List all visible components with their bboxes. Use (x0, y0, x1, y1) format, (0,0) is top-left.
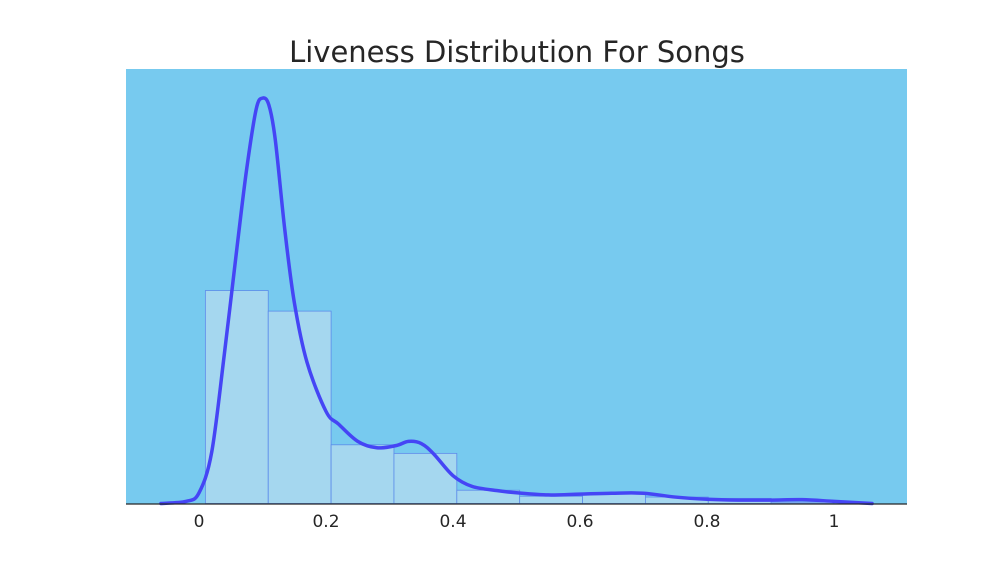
x-tick-label: 0.8 (693, 512, 720, 532)
x-axis-ticks: 0 0.2 0.4 0.6 0.8 1 (194, 512, 840, 532)
histogram-bar (267, 310, 332, 504)
x-tick-label: 1 (829, 512, 840, 532)
histogram-bar (204, 290, 269, 504)
histogram-bar (330, 444, 395, 504)
histogram-bar (393, 452, 458, 504)
x-tick-label: 0.2 (312, 512, 339, 532)
x-tick-label: 0 (194, 512, 205, 532)
x-tick-label: 0.4 (439, 512, 466, 532)
histogram-bar (519, 495, 583, 504)
chart-title: Liveness Distribution For Songs (289, 35, 745, 69)
x-tick-label: 0.6 (566, 512, 593, 532)
kde-density-line (159, 96, 874, 506)
